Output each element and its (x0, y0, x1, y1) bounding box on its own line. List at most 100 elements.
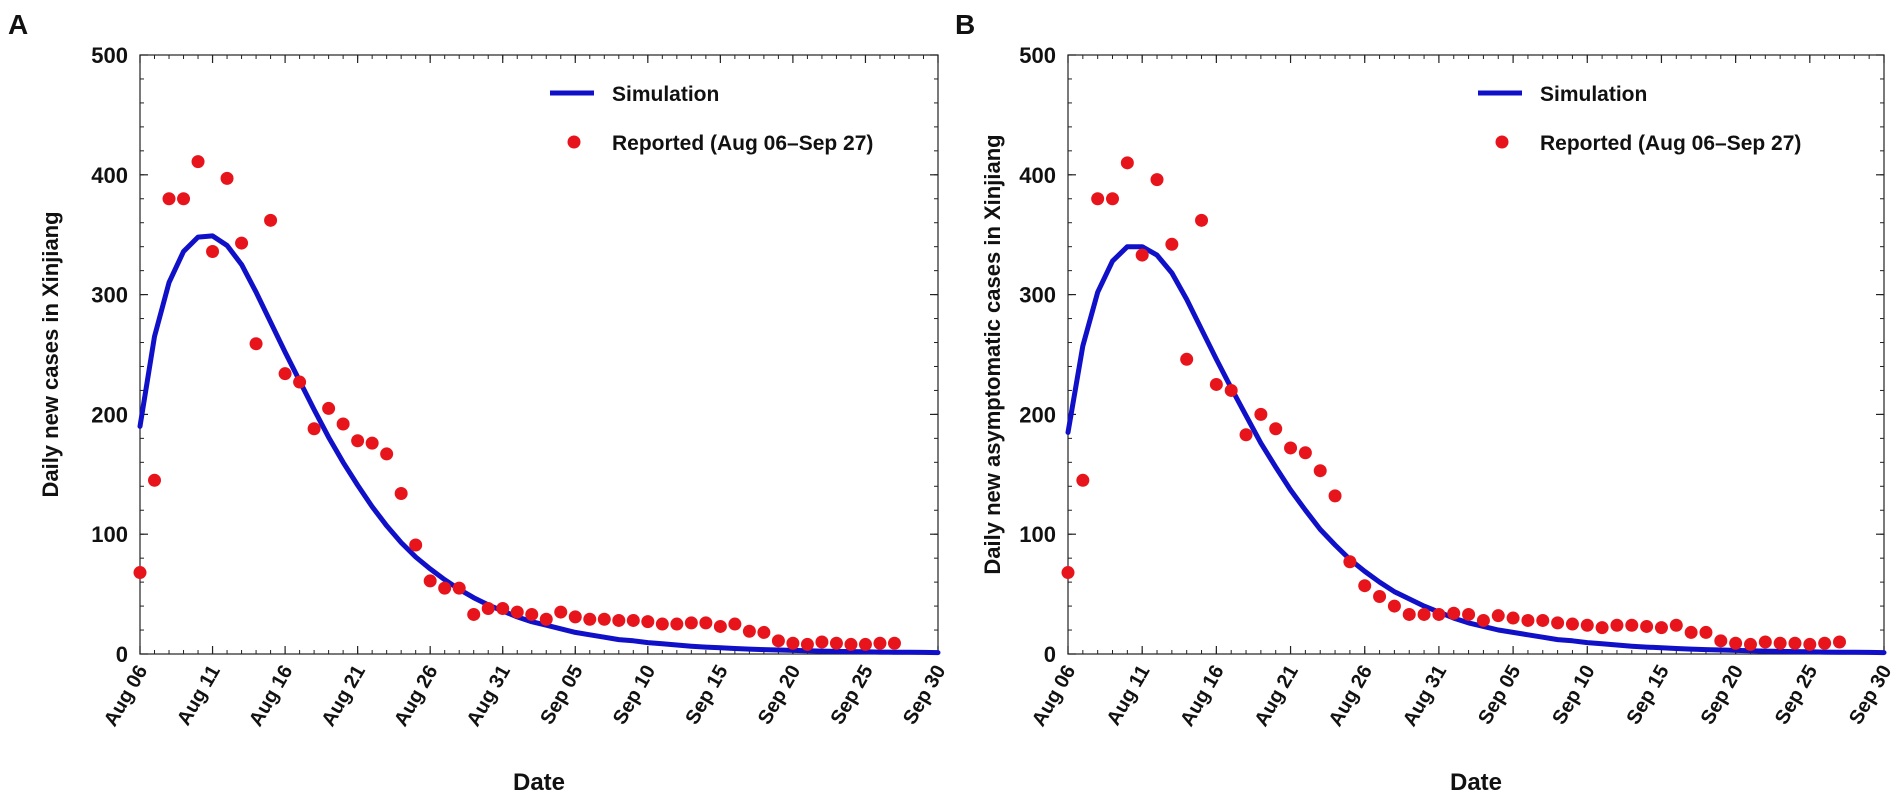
legend-marker-swatch (567, 135, 581, 149)
y-tick-label: 300 (1019, 283, 1056, 308)
reported-point (148, 473, 162, 487)
reported-point (1091, 192, 1105, 206)
reported-point (800, 637, 814, 651)
reported-point (1699, 625, 1713, 639)
reported-point (1135, 248, 1149, 262)
reported-point (1195, 213, 1209, 227)
reported-point (1358, 579, 1372, 593)
reported-point (1254, 407, 1268, 421)
reported-point (351, 434, 365, 448)
reported-point (554, 605, 568, 619)
reported-point (684, 616, 698, 630)
panel-label-a: A (8, 9, 28, 40)
y-tick-label: 400 (1019, 163, 1056, 188)
reported-point (1832, 635, 1846, 649)
reported-point (815, 635, 829, 649)
reported-point (1209, 377, 1223, 391)
reported-point (336, 417, 350, 431)
reported-point (322, 401, 336, 415)
legend-label: Reported (Aug 06–Sep 27) (1540, 132, 1801, 155)
y-tick-label: 500 (1019, 43, 1056, 68)
reported-point (1313, 464, 1327, 478)
y-tick-label: 400 (91, 163, 128, 188)
reported-point (278, 367, 292, 381)
reported-point (742, 624, 756, 638)
reported-point (409, 538, 423, 552)
reported-point (655, 617, 669, 631)
reported-point (1417, 607, 1431, 621)
reported-point (1120, 156, 1134, 170)
simulation-line (137, 233, 941, 656)
reported-point (177, 192, 191, 206)
reported-point (728, 617, 742, 631)
reported-point (1447, 606, 1461, 620)
x-tick-label: Aug 11 (1103, 662, 1155, 730)
x-tick-label: Sep 05 (1474, 662, 1525, 729)
reported-point (1803, 637, 1817, 651)
reported-point (1669, 618, 1683, 632)
reported-point (786, 636, 800, 650)
y-tick-label: 300 (91, 283, 128, 308)
chart-b: 0 100 200 300 400 500 Aug 06 Aug 11 Aug 16 Aug 21… (980, 43, 1896, 796)
x-tick-label: Sep 10 (609, 662, 660, 729)
reported-point (496, 601, 510, 615)
reported-point (1476, 613, 1490, 627)
reported-point (539, 612, 553, 626)
legend-label: Reported (Aug 06–Sep 27) (612, 132, 873, 155)
reported-point (249, 337, 263, 351)
y-tick-label: 100 (1019, 522, 1056, 547)
reported-point (1565, 617, 1579, 631)
x-tick-label: Sep 30 (1845, 662, 1896, 729)
reported-point (1595, 621, 1609, 635)
reported-point (206, 244, 220, 258)
x-tick-label: Aug 06 (100, 662, 152, 731)
reported-point (162, 192, 176, 206)
x-tick-label: Sep 25 (826, 662, 877, 729)
reported-point (365, 436, 379, 450)
y-axis-label: Daily new asymptomatic cases in Xinjiang (980, 134, 1005, 574)
reported-point (394, 486, 408, 500)
reported-point (1462, 607, 1476, 621)
reported-point (423, 574, 437, 588)
reported-point (612, 613, 626, 627)
chart-a: 0 100 200 300 400 500 Aug 06 Aug 11 Aug 16 Aug 21… (38, 43, 950, 796)
x-tick-label: Sep 20 (1697, 662, 1748, 729)
x-tick-label: Sep 10 (1548, 662, 1599, 729)
reported-point (264, 213, 278, 227)
y-tick-label: 100 (91, 522, 128, 547)
reported-point (1684, 625, 1698, 639)
x-tick-label: Sep 15 (1622, 662, 1673, 729)
x-tick-label: Sep 25 (1771, 662, 1822, 729)
reported-point (1165, 237, 1179, 251)
x-axis-label: Date (1450, 769, 1502, 796)
reported-point (1180, 352, 1194, 366)
y-axis-label: Daily new cases in Xinjiang (38, 211, 63, 497)
reported-point (771, 634, 785, 648)
reported-point (568, 610, 582, 624)
reported-point (467, 607, 481, 621)
reported-point (525, 607, 539, 621)
reported-point (757, 625, 771, 639)
reported-point (1818, 636, 1832, 650)
reported-point (1284, 441, 1298, 455)
y-tick-label: 0 (116, 642, 128, 667)
reported-point (670, 617, 684, 631)
x-tick-label: Aug 06 (1028, 662, 1080, 731)
reported-point (1625, 618, 1639, 632)
reported-point (1788, 636, 1802, 650)
reported-point (1610, 618, 1624, 632)
x-tick-label: Aug 31 (1399, 662, 1451, 731)
reported-point (1269, 422, 1283, 436)
reported-point (583, 612, 597, 626)
reported-point (1506, 611, 1520, 625)
reported-point (380, 447, 394, 461)
reported-point (1758, 635, 1772, 649)
reported-point (1298, 446, 1312, 460)
x-tick-label: Aug 16 (245, 662, 297, 731)
reported-point (1521, 613, 1535, 627)
reported-point (1106, 192, 1120, 206)
reported-point (1432, 607, 1446, 621)
reported-point (887, 636, 901, 650)
reported-point (699, 616, 713, 630)
